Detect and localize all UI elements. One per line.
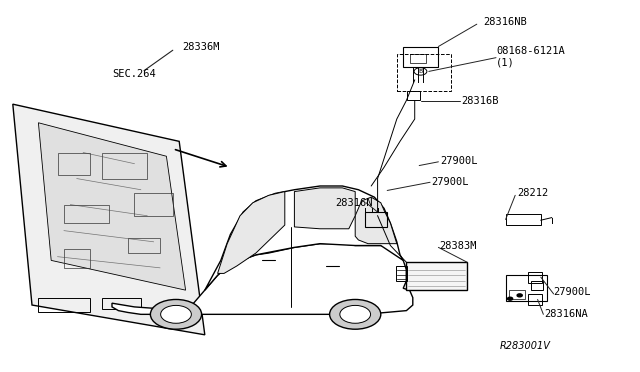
Text: 28316NA: 28316NA [544,309,588,318]
Text: 08168-6121A
(1): 08168-6121A (1) [496,46,564,67]
Text: 28316B: 28316B [461,96,499,106]
Bar [102,298,141,309]
Bar [531,281,543,290]
Bar [410,54,426,63]
Circle shape [517,294,522,297]
Bar [403,46,438,67]
Text: 28316N: 28316N [335,199,373,208]
Bar [365,212,387,227]
Bar [58,153,90,175]
Polygon shape [112,244,413,314]
Bar [102,153,147,179]
Bar [528,294,542,305]
Bar [506,275,547,301]
Polygon shape [355,197,397,244]
Bar [128,238,160,253]
Bar [528,272,542,283]
Bar [396,266,407,281]
Circle shape [161,305,191,323]
Bar [506,214,541,225]
Bar [406,262,467,290]
Text: 27900L: 27900L [554,287,591,297]
Bar [407,91,420,100]
Text: 27900L: 27900L [440,156,478,166]
Bar [64,249,90,268]
Bar [38,298,90,312]
Bar [64,205,109,223]
Text: 28336M: 28336M [182,42,220,51]
Bar [134,193,173,216]
Polygon shape [13,104,205,335]
Bar [509,290,525,299]
Text: SEC.264: SEC.264 [112,70,156,79]
Circle shape [150,299,202,329]
Text: 28212: 28212 [517,189,548,198]
Polygon shape [294,188,355,229]
Circle shape [508,297,513,300]
Text: 28383M: 28383M [439,241,477,250]
Polygon shape [205,186,403,290]
Text: 27900L: 27900L [431,177,469,187]
Polygon shape [218,192,285,273]
Bar [397,54,451,91]
Circle shape [340,305,371,323]
Text: 28316NB: 28316NB [483,17,527,27]
Circle shape [330,299,381,329]
Text: R283001V: R283001V [499,341,550,351]
Text: B: B [419,69,422,74]
Polygon shape [38,123,186,290]
